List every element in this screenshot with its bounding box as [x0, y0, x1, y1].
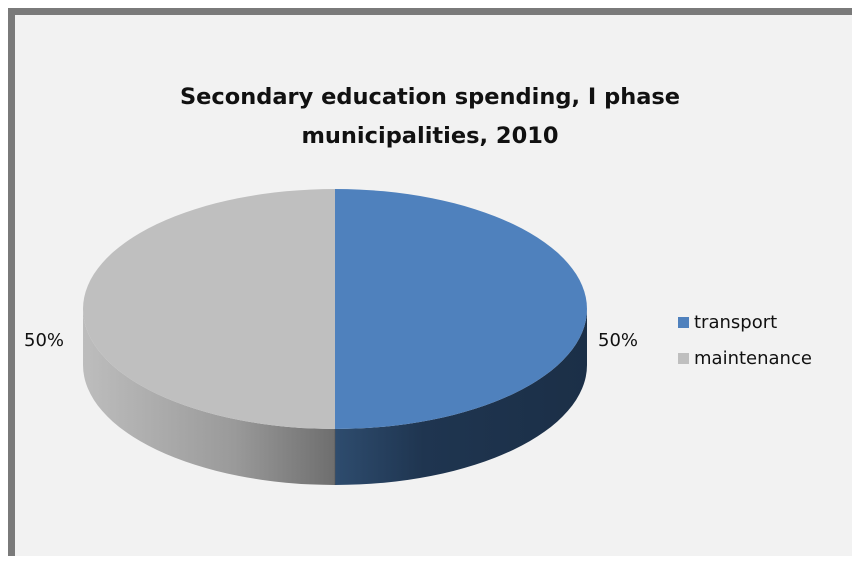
slice-label-transport: 50%: [598, 330, 639, 351]
legend-label-transport: transport: [694, 311, 778, 333]
pie-slice-maintenance: [83, 189, 335, 429]
slice-label-maintenance: 50%: [24, 330, 65, 351]
legend-item-maintenance: maintenance: [678, 340, 812, 376]
legend-item-transport: transport: [678, 304, 812, 340]
chart-title: Secondary education spending, I phase mu…: [179, 84, 681, 149]
pie-side-transport: [335, 309, 587, 485]
legend-swatch-maintenance: [678, 352, 689, 364]
pie-side-maintenance: [83, 309, 335, 485]
legend: transport maintenance: [678, 304, 812, 376]
pie-slice-transport: [335, 189, 587, 429]
legend-label-maintenance: maintenance: [694, 347, 812, 369]
legend-swatch-transport: [678, 316, 689, 328]
